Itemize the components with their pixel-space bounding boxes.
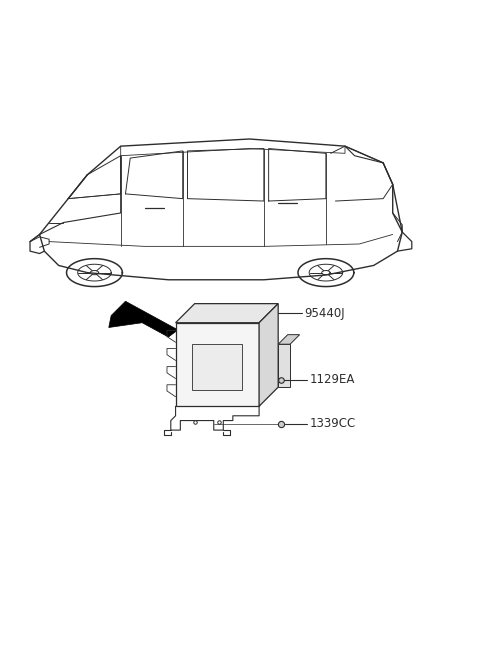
Bar bbox=[176, 323, 259, 406]
Text: 1339CC: 1339CC bbox=[309, 417, 356, 430]
Text: 95440J: 95440J bbox=[304, 307, 345, 320]
Polygon shape bbox=[109, 301, 178, 337]
Polygon shape bbox=[278, 335, 300, 345]
Polygon shape bbox=[176, 304, 278, 323]
Bar bbox=[192, 345, 242, 390]
Bar bbox=[278, 345, 290, 387]
Polygon shape bbox=[259, 304, 278, 406]
Text: 1129EA: 1129EA bbox=[309, 373, 355, 386]
